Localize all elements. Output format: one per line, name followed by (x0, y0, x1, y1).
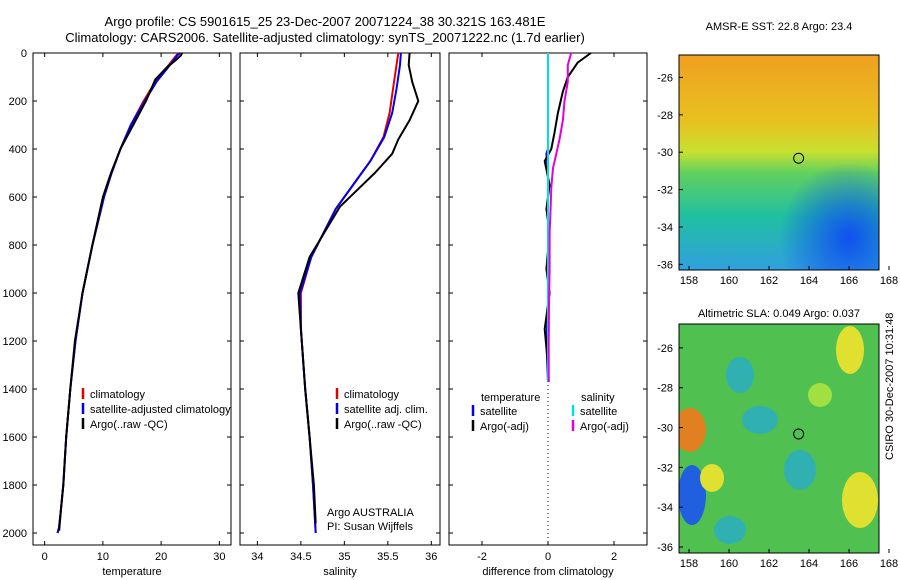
temperature-legend-label: climatology (90, 389, 146, 401)
temperature-x-tick-label: 20 (155, 551, 167, 563)
difference-x-axis-label: difference from climatology (482, 566, 614, 578)
salinity-series-line (299, 52, 400, 534)
climatology-subtitle: Climatology: CARS2006. Satellite-adjuste… (65, 30, 585, 45)
temperature-x-axis-label: temperature (102, 566, 161, 578)
salinity-x-tick-label: 34.5 (290, 551, 311, 563)
temperature-x-tick-label: 10 (97, 551, 109, 563)
profile-title: Argo profile: CS 5901615_25 23-Dec-2007 … (104, 14, 546, 29)
difference-legend-label: Argo(-adj) (480, 421, 529, 433)
salinity-series-line (297, 52, 420, 524)
temperature-series-line (56, 52, 181, 534)
sla_map-lon-tick-label: 164 (800, 558, 818, 570)
timestamp-label: CSIRO 30-Dec-2007 10:31:48 (884, 312, 896, 460)
temperature-legend-label: satellite-adjusted climatology (90, 404, 231, 416)
sst_map-lon-tick-label: 166 (840, 275, 858, 287)
depth-tick-label: 1400 (3, 384, 27, 396)
depth-tick-label: 1600 (3, 432, 27, 444)
sst_map-lon-tick-label: 160 (720, 275, 738, 287)
sst_map-lat-tick-label: -32 (657, 185, 673, 197)
depth-tick-label: 0 (21, 48, 27, 60)
sla_map-lat-tick-label: -36 (657, 542, 673, 554)
sst_map-lon-tick-label: 158 (680, 275, 698, 287)
depth-tick-label: 200 (9, 96, 27, 108)
sst_map-lat-tick-label: -36 (657, 259, 673, 271)
sst_map-argo-marker (793, 152, 805, 164)
sla_map-lon-tick-label: 158 (680, 558, 698, 570)
salinity-plot-frame (239, 52, 441, 546)
sst_map-lat-tick-label: -34 (657, 222, 673, 234)
sla_map-lat-tick-label: -28 (657, 383, 673, 395)
salinity-x-tick-label: 35.5 (377, 551, 398, 563)
difference-series-line (547, 52, 573, 382)
sst_map-lat-tick-label: -26 (657, 72, 673, 84)
depth-tick-label: 400 (9, 144, 27, 156)
sla_map-lat-tick-label: -32 (657, 462, 673, 474)
sla_map-lat-tick-label: -26 (657, 343, 673, 355)
sla_map-lon-tick-label: 162 (760, 558, 778, 570)
temperature-legend-label: Argo(..raw -QC) (90, 419, 168, 431)
temperature-series-line (56, 52, 180, 534)
sla_map-lat-tick-label: -34 (657, 502, 673, 514)
sst-map-cold-region (679, 55, 879, 270)
sla_map-lon-tick-label: 160 (720, 558, 738, 570)
depth-tick-label: 600 (9, 192, 27, 204)
salinity-x-axis-label: salinity (323, 566, 357, 578)
depth-tick-label: 1200 (3, 336, 27, 348)
float-program-annotation: Argo AUSTRALIA (327, 507, 414, 519)
sla_map-lon-tick-label: 168 (880, 558, 898, 570)
sst_map-lon-tick-label: 168 (880, 275, 898, 287)
sst_map-lat-tick-label: -28 (657, 110, 673, 122)
sla_map-lon-tick-label: 166 (840, 558, 858, 570)
depth-tick-label: 2000 (3, 528, 27, 540)
depth-tick-label: 800 (9, 240, 27, 252)
salinity-legend-label: Argo(..raw -QC) (344, 419, 422, 431)
difference-x-tick-label: 0 (545, 551, 551, 563)
salinity-x-tick-label: 35 (338, 551, 350, 563)
sla_map-frame (678, 323, 880, 554)
difference-legend-title: temperature (481, 392, 540, 404)
difference-x-tick-label: -2 (477, 551, 487, 563)
sla_map-argo-marker (793, 428, 805, 440)
sst_map-lat-tick-label: -30 (657, 147, 673, 159)
salinity-legend-label: climatology (344, 389, 400, 401)
sst_map-lon-tick-label: 164 (800, 275, 818, 287)
depth-tick-label: 1000 (3, 288, 27, 300)
sla_map-title: Altimetric SLA: 0.049 Argo: 0.037 (698, 308, 860, 320)
temperature-x-tick-label: 30 (213, 551, 225, 563)
sst_map-title: AMSR-E SST: 22.8 Argo: 23.4 (706, 21, 853, 33)
float-program-annotation: PI: Susan Wijffels (327, 521, 413, 533)
difference-legend-label: satellite (480, 406, 517, 418)
temperature-series-line (58, 52, 183, 531)
difference-x-tick-label: 2 (611, 551, 617, 563)
temperature-x-tick-label: 0 (42, 551, 48, 563)
difference-legend-title: salinity (581, 392, 615, 404)
difference-series-line (543, 52, 592, 382)
temperature-plot-frame (32, 52, 232, 546)
salinity-x-tick-label: 36 (425, 551, 437, 563)
depth-tick-label: 1800 (3, 480, 27, 492)
salinity-legend-label: satellite adj. clim. (344, 404, 428, 416)
salinity-x-tick-label: 34 (251, 551, 263, 563)
difference-legend-label: satellite (580, 406, 617, 418)
sla_map-lat-tick-label: -30 (657, 423, 673, 435)
sst_map-lon-tick-label: 162 (760, 275, 778, 287)
difference-legend-label: Argo(-adj) (580, 421, 629, 433)
sst_map-frame (678, 54, 880, 271)
sla-map-background (679, 324, 879, 553)
